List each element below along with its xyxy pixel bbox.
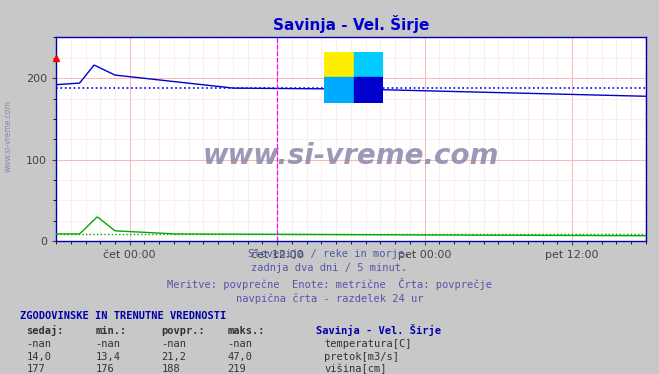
Text: -nan: -nan [26,339,51,349]
Text: -nan: -nan [161,339,186,349]
Text: temperatura[C]: temperatura[C] [324,339,412,349]
Text: www.si-vreme.com: www.si-vreme.com [3,101,13,172]
Text: maks.:: maks.: [227,326,265,335]
Text: sedaj:: sedaj: [26,325,64,335]
Text: višina[cm]: višina[cm] [324,364,387,374]
Text: 176: 176 [96,364,114,374]
Text: ZGODOVINSKE IN TRENUTNE VREDNOSTI: ZGODOVINSKE IN TRENUTNE VREDNOSTI [20,311,226,321]
Text: 14,0: 14,0 [26,352,51,362]
Text: 177: 177 [26,364,45,374]
Text: 21,2: 21,2 [161,352,186,362]
Text: -nan: -nan [227,339,252,349]
Text: Slovenija / reke in morje.
zadnja dva dni / 5 minut.
Meritve: povprečne  Enote: : Slovenija / reke in morje. zadnja dva dn… [167,249,492,304]
Text: -nan: -nan [96,339,121,349]
Bar [354,77,384,102]
Text: 219: 219 [227,364,246,374]
Text: pretok[m3/s]: pretok[m3/s] [324,352,399,362]
Bar [354,52,384,77]
Title: Savinja - Vel. Širje: Savinja - Vel. Širje [273,15,429,33]
Text: povpr.:: povpr.: [161,326,205,335]
Text: www.si-vreme.com: www.si-vreme.com [203,142,499,170]
Bar [324,77,354,102]
Text: 47,0: 47,0 [227,352,252,362]
Bar [324,52,354,77]
Text: Savinja - Vel. Širje: Savinja - Vel. Širje [316,324,442,335]
Text: 13,4: 13,4 [96,352,121,362]
Text: min.:: min.: [96,326,127,335]
Text: 188: 188 [161,364,180,374]
